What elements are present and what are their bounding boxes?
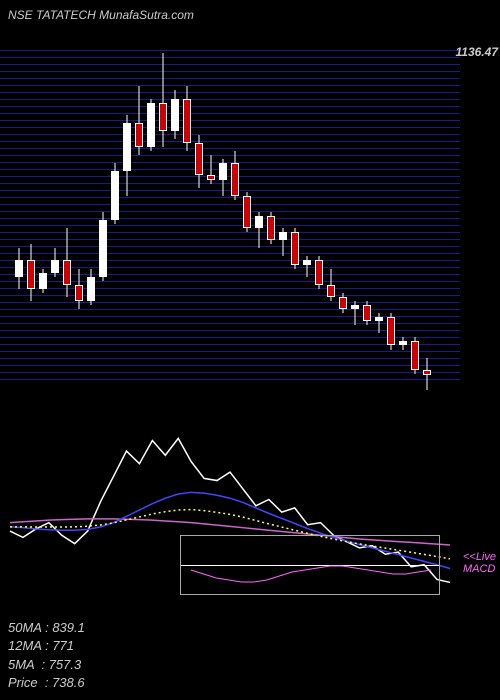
- chart-header: NSE TATATECH MunafaSutra.com: [8, 8, 194, 22]
- macd-label: <<LiveMACD: [463, 551, 496, 575]
- stat-price: Price : 738.6: [8, 674, 85, 692]
- exchange-label: NSE: [8, 8, 33, 22]
- macd-box: [180, 535, 440, 595]
- y-top-label: 1136.47: [456, 45, 499, 59]
- symbol-label: TATATECH: [36, 8, 96, 22]
- y-axis-labels: 1136.47: [460, 50, 498, 390]
- stat-ma5: 5MA : 757.3: [8, 656, 85, 674]
- indicator-chart: <<LiveMACD: [0, 430, 500, 630]
- macd-signal: [181, 536, 441, 596]
- stat-ma50: 50MA : 839.1: [8, 619, 85, 637]
- price-chart: 1136.47: [0, 50, 500, 390]
- stat-ma12: 12MA : 771: [8, 637, 85, 655]
- stats-panel: 50MA : 839.1 12MA : 771 5MA : 757.3 Pric…: [8, 619, 85, 692]
- source-label: MunafaSutra.com: [99, 8, 194, 22]
